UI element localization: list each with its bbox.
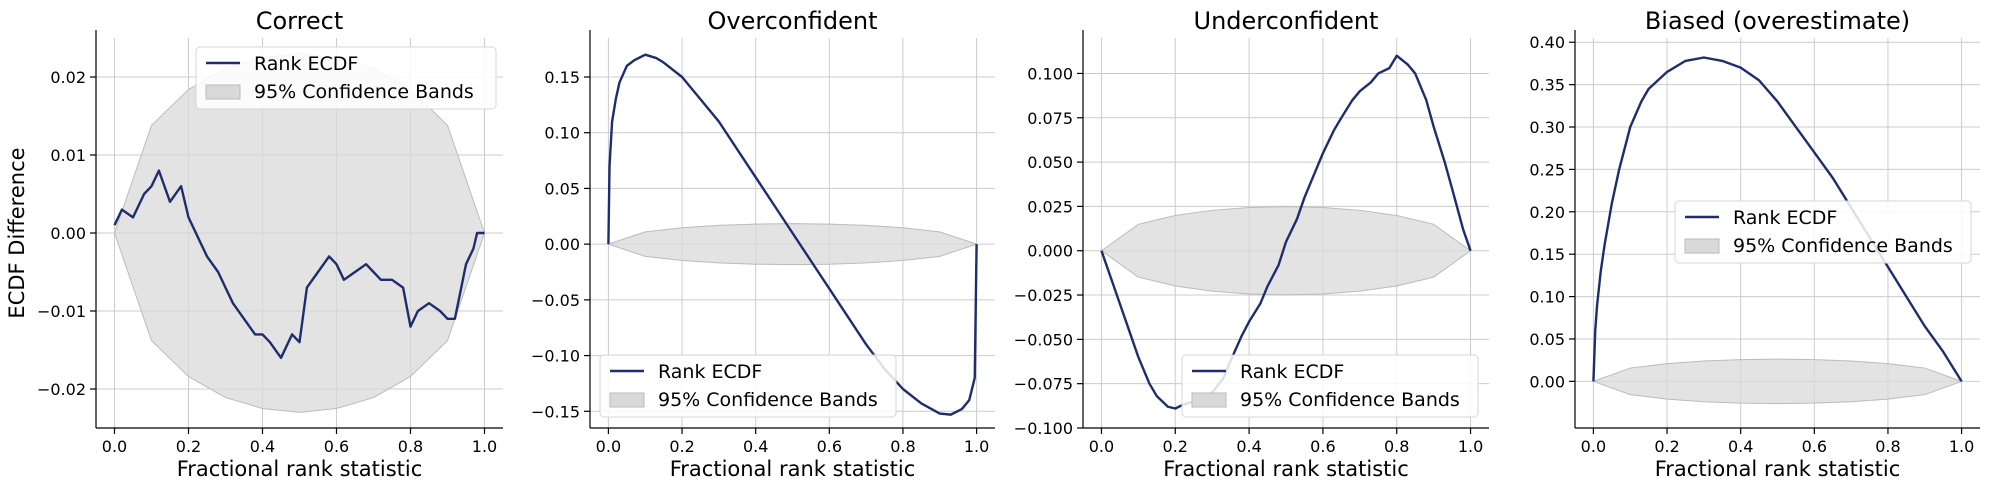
x-tick-label: 0.6 [324, 437, 349, 456]
x-tick-label: 0.6 [1310, 437, 1335, 456]
panel-4: 0.0 0.2 0.4 0.6 0.8 1.0 0.00 0.05 0.10 0.15 0.20 0.… [1529, 7, 1980, 481]
x-axis-label: Fractional rank statistic [1163, 457, 1409, 481]
x-tick-label: 1.0 [1949, 437, 1974, 456]
panel-3: 0.0 0.2 0.4 0.6 0.8 1.0 −0.100 −0.075 −0.050 −0.0… [1014, 7, 1489, 481]
y-tick-label: −0.05 [531, 291, 580, 310]
y-tick-label: 0.40 [1529, 33, 1565, 52]
y-tick-label: 0.02 [50, 68, 86, 87]
legend-box [599, 354, 897, 418]
y-tick-label: 0.15 [544, 68, 580, 87]
y-tick-label: 0.15 [1529, 245, 1565, 264]
x-tick-label: 0.8 [890, 437, 915, 456]
y-tick-label: 0.100 [1027, 64, 1073, 83]
y-tick-label: 0.01 [50, 146, 86, 165]
y-tick-label: 0.075 [1027, 109, 1073, 128]
rank-ecdf-line [1100, 54, 1472, 410]
legend-label-rank-ecdf: Rank ECDF [1733, 207, 1837, 229]
confidence-band [606, 223, 979, 266]
y-tick-label: −0.02 [37, 380, 86, 399]
y-tick-label: −0.050 [1014, 330, 1073, 349]
y-tick-label: 0.00 [544, 235, 580, 254]
legend: Rank ECDF 95% Confidence Bands [1674, 200, 1972, 264]
panel-title: Correct [256, 7, 344, 35]
x-tick-label: 0.6 [817, 437, 842, 456]
panel-2: 0.0 0.2 0.4 0.6 0.8 1.0 −0.15 −0.10 −0.05 0.00 0.0… [531, 7, 995, 481]
legend-label-confidence-bands: 95% Confidence Bands [1240, 389, 1460, 411]
y-tick-label: 0.00 [50, 224, 86, 243]
legend-band-swatch [609, 392, 645, 408]
legend-band-swatch [1684, 238, 1720, 254]
legend-label-rank-ecdf: Rank ECDF [254, 53, 358, 75]
legend-band-swatch [1191, 392, 1227, 408]
x-axis-label: Fractional rank statistic [670, 457, 916, 481]
panel-title: Biased (overestimate) [1645, 7, 1910, 35]
y-tick-label: 0.025 [1027, 197, 1073, 216]
x-tick-label: 0.6 [1802, 437, 1827, 456]
legend-band-swatch [205, 84, 241, 100]
y-tick-label: −0.01 [37, 302, 86, 321]
y-tick-label: 0.30 [1529, 118, 1565, 137]
y-tick-label: 0.00 [1529, 372, 1565, 391]
y-tick-label: 0.10 [544, 124, 580, 143]
y-tick-label: 0.20 [1529, 203, 1565, 222]
x-tick-label: 0.8 [398, 437, 423, 456]
x-tick-label: 0.4 [1728, 437, 1753, 456]
x-axis-label: Fractional rank statistic [177, 457, 423, 481]
x-axis-label: Fractional rank statistic [1655, 457, 1901, 481]
x-tick-label: 0.8 [1384, 437, 1409, 456]
legend-box [195, 46, 497, 110]
x-tick-label: 0.0 [596, 437, 621, 456]
x-tick-label: 1.0 [964, 437, 989, 456]
x-tick-label: 0.4 [1236, 437, 1261, 456]
y-tick-label: −0.10 [531, 347, 580, 366]
y-tick-label: 0.050 [1027, 153, 1073, 172]
y-tick-label: 0.25 [1529, 160, 1565, 179]
legend-label-confidence-bands: 95% Confidence Bands [658, 389, 878, 411]
x-tick-label: 0.4 [250, 437, 275, 456]
y-axis-label: ECDF Difference [5, 147, 29, 318]
x-tick-label: 1.0 [472, 437, 497, 456]
legend: Rank ECDF 95% Confidence Bands [195, 46, 497, 110]
rank-ecdf-line [607, 53, 978, 416]
legend-box [1674, 200, 1972, 264]
y-tick-label: 0.000 [1027, 242, 1073, 261]
y-tick-label: −0.075 [1014, 375, 1073, 394]
legend-label-rank-ecdf: Rank ECDF [658, 361, 762, 383]
x-tick-label: 0.8 [1875, 437, 1900, 456]
x-tick-label: 0.2 [1654, 437, 1679, 456]
y-tick-label: 0.35 [1529, 76, 1565, 95]
confidence-band [1591, 358, 1964, 405]
legend-box [1181, 354, 1479, 418]
panel-title: Overconfident [707, 7, 877, 35]
x-tick-label: 0.4 [743, 437, 768, 456]
x-tick-label: 0.0 [1089, 437, 1114, 456]
confidence-band [1100, 206, 1472, 296]
y-tick-label: −0.100 [1014, 419, 1073, 438]
x-tick-label: 0.2 [669, 437, 694, 456]
legend: Rank ECDF 95% Confidence Bands [599, 354, 897, 418]
panel-title: Underconfident [1194, 7, 1379, 35]
y-tick-label: −0.15 [531, 402, 580, 421]
legend: Rank ECDF 95% Confidence Bands [1181, 354, 1479, 418]
y-tick-label: 0.10 [1529, 288, 1565, 307]
legend-label-confidence-bands: 95% Confidence Bands [1733, 235, 1953, 257]
y-tick-label: 0.05 [1529, 330, 1565, 349]
x-tick-label: 0.0 [102, 437, 127, 456]
x-tick-label: 1.0 [1458, 437, 1483, 456]
x-tick-label: 0.0 [1581, 437, 1606, 456]
legend-label-rank-ecdf: Rank ECDF [1240, 361, 1344, 383]
rank-ecdf-line [113, 169, 485, 359]
legend-label-confidence-bands: 95% Confidence Bands [254, 81, 474, 103]
y-tick-label: 0.05 [544, 179, 580, 198]
x-tick-label: 0.2 [176, 437, 201, 456]
y-tick-label: −0.025 [1014, 286, 1073, 305]
x-tick-label: 0.2 [1163, 437, 1188, 456]
panel-1: 0.0 0.2 0.4 0.6 0.8 1.0 −0.02 −0.01 0.00 0.01 0.02… [5, 7, 503, 481]
